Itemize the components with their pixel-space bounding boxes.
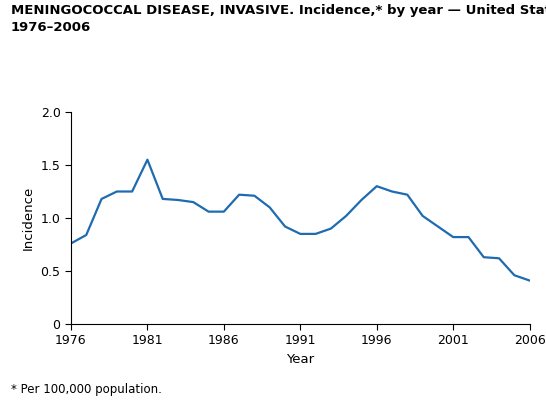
Text: MENINGOCOCCAL DISEASE, INVASIVE. Incidence,* by year — United States,
1976–2006: MENINGOCOCCAL DISEASE, INVASIVE. Inciden…	[11, 4, 546, 34]
X-axis label: Year: Year	[286, 353, 314, 366]
Y-axis label: Incidence: Incidence	[22, 186, 35, 250]
Text: * Per 100,000 population.: * Per 100,000 population.	[11, 383, 162, 396]
